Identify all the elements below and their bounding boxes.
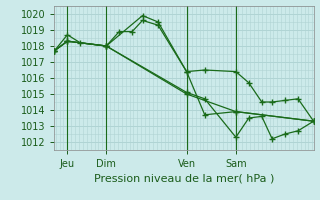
X-axis label: Pression niveau de la mer( hPa ): Pression niveau de la mer( hPa ) [94, 173, 274, 183]
